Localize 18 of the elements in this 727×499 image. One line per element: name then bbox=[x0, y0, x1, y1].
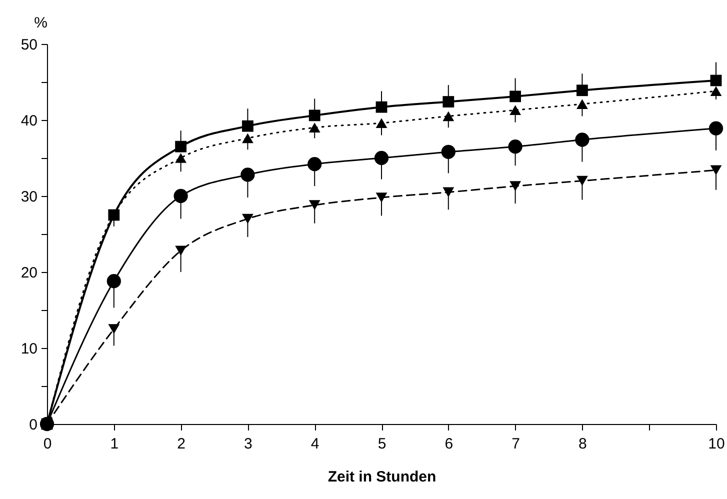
x-axis-title: Zeit in Stunden bbox=[328, 468, 436, 486]
x-tick-label: 1 bbox=[110, 436, 119, 452]
x-tick-label: 7 bbox=[512, 436, 520, 452]
y-tick-label: 20 bbox=[20, 264, 38, 282]
x-tick-label: 5 bbox=[378, 436, 386, 452]
y-axis-title: % bbox=[34, 14, 48, 32]
y-tick-label: 40 bbox=[20, 112, 38, 130]
y-tick-label: 10 bbox=[20, 340, 38, 358]
x-tick-label: 10 bbox=[708, 436, 725, 452]
y-tick-label: 30 bbox=[20, 188, 38, 206]
x-tick-label: 6 bbox=[444, 436, 454, 452]
x-tick-label: 0 bbox=[43, 436, 52, 452]
x-tick-label: 8 bbox=[578, 436, 587, 452]
x-tick-label: 4 bbox=[310, 436, 320, 452]
x-tick-label: 3 bbox=[244, 436, 252, 452]
x-tick-label: 2 bbox=[177, 436, 186, 452]
y-tick-label: 50 bbox=[20, 36, 38, 54]
y-tick-label: 0 bbox=[29, 416, 38, 434]
